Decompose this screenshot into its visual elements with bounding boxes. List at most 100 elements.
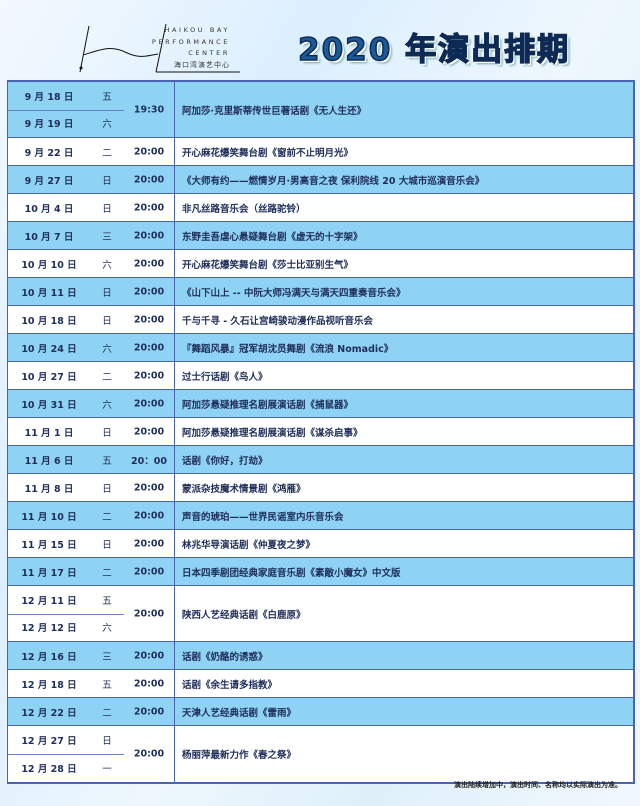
show-name: 话剧《余生请多指教》 — [182, 679, 278, 691]
date: 12 月 18 日 — [21, 679, 77, 691]
time: 20:00 — [133, 398, 165, 409]
date: 11 月 10 日 — [21, 511, 77, 523]
date: 10 月 27 日 — [21, 371, 77, 383]
show-name: 话剧《奶酪的诱惑》 — [182, 651, 268, 663]
show-name: 话剧《你好，打劫》 — [182, 455, 268, 467]
weekday: 日 — [102, 427, 112, 439]
table-row: 10 月 31 日 六 20:00 阿加莎悬疑推理名剧展演话剧《捕鼠器》 — [8, 390, 633, 418]
column-divider — [174, 250, 175, 277]
logo-cn: 海口湾演艺中心 — [174, 60, 230, 69]
show-name: 东野圭吾虐心悬疑舞台剧《虚无的十字架》 — [182, 231, 363, 243]
show-name: 阿加莎·克里斯蒂传世巨著话剧《无人生还》 — [182, 105, 367, 117]
table-row: 11 月 10 日 二 20:00 声音的琥珀——世界民谣室内乐音乐会 — [8, 502, 633, 530]
table-row: 12 月 27 日 日 12 月 28 日 一 20:00 杨丽萍最新力作《春之祭》 — [8, 726, 633, 782]
column-divider — [174, 698, 175, 725]
table-row: 10 月 24 日 六 20:00 『舞蹈风暴』冠军胡沈员舞剧《流浪 Nomadic》 — [8, 334, 633, 362]
date: 10 月 4 日 — [24, 203, 74, 215]
time: 20:00 — [133, 650, 165, 661]
table-row: 10 月 4 日 日 20:00 非凡丝路音乐会（丝路驼铃） — [8, 194, 633, 222]
time: 20:00 — [133, 258, 165, 269]
weekday: 二 — [102, 707, 112, 719]
table-row: 11 月 15 日 日 20:00 林兆华导演话剧《仲夏夜之梦》 — [8, 530, 633, 558]
weekday: 日 — [102, 539, 112, 551]
table-row: 10 月 10 日 六 20:00 开心麻花爆笑舞台剧《莎士比亚别生气》 — [8, 250, 633, 278]
logo-line: CENTER — [188, 49, 230, 57]
column-divider — [174, 530, 175, 557]
time: 20:00 — [133, 174, 165, 185]
date: 12 月 16 日 — [21, 651, 77, 663]
column-divider — [174, 670, 175, 697]
date: 11 月 15 日 — [21, 539, 77, 551]
show-name: 千与千寻 - 久石让宫崎骏动漫作品视听音乐会 — [182, 315, 374, 327]
date: 11 月 6 日 — [24, 455, 74, 467]
column-divider — [174, 138, 175, 165]
date: 12 月 11 日 — [21, 595, 77, 607]
column-divider — [174, 222, 175, 249]
table-row: 12 月 11 日 五 12 月 12 日 六 20:00 陕西人艺经典话剧《白鹿原》 — [8, 586, 633, 642]
table-row: 10 月 27 日 二 20:00 过士行话剧《鸟人》 — [8, 362, 633, 390]
show-name: 天津人艺经典话剧《雷雨》 — [182, 707, 297, 719]
table-row: 11 月 1 日 日 20:00 阿加莎悬疑推理名剧展演话剧《谋杀启事》 — [8, 418, 633, 446]
column-divider — [174, 558, 175, 585]
time: 20:00 — [133, 678, 165, 689]
table-row: 12 月 18 日 五 20:00 话剧《余生请多指教》 — [8, 670, 633, 698]
date: 9 月 27 日 — [24, 175, 74, 187]
table-row: 11 月 6 日 五 20：00 话剧《你好，打劫》 — [8, 446, 633, 474]
time: 20：00 — [131, 455, 167, 467]
weekday: 二 — [102, 371, 112, 383]
weekday: 六 — [102, 623, 112, 635]
column-divider — [174, 474, 175, 501]
time: 20:00 — [133, 426, 165, 437]
column-divider — [174, 502, 175, 529]
date: 10 月 24 日 — [21, 343, 77, 355]
weekday: 六 — [102, 119, 112, 131]
sub-row-divider — [8, 613, 124, 615]
column-divider — [174, 586, 175, 641]
date: 12 月 12 日 — [21, 623, 77, 635]
date: 11 月 17 日 — [21, 567, 77, 579]
table-row: 11 月 8 日 日 20:00 蒙派杂技魔术情景剧《鸿雁》 — [8, 474, 633, 502]
show-name: 阿加莎悬疑推理名剧展演话剧《谋杀启事》 — [182, 427, 363, 439]
date: 10 月 10 日 — [21, 259, 77, 271]
weekday: 三 — [102, 231, 112, 243]
weekday: 三 — [102, 651, 112, 663]
column-divider — [174, 278, 175, 305]
show-name: 林兆华导演话剧《仲夏夜之梦》 — [182, 539, 316, 551]
weekday: 日 — [102, 175, 112, 187]
table-row: 10 月 7 日 三 20:00 东野圭吾虐心悬疑舞台剧《虚无的十字架》 — [8, 222, 633, 250]
date: 12 月 22 日 — [21, 707, 77, 719]
logo-line: PERFORMANCE — [151, 37, 230, 46]
show-name: 『舞蹈风暴』冠军胡沈员舞剧《流浪 Nomadic》 — [182, 343, 394, 355]
column-divider — [174, 166, 175, 193]
date: 9 月 22 日 — [24, 147, 74, 159]
date: 12 月 28 日 — [21, 764, 77, 775]
column-divider — [174, 642, 175, 669]
table-row: 9 月 18 日 五 9 月 19 日 六 19:30 阿加莎·克里斯蒂传世巨著话剧《无人… — [8, 82, 633, 138]
weekday: 五 — [102, 455, 112, 467]
time: 20:00 — [133, 608, 165, 619]
table-row: 9 月 22 日 二 20:00 开心麻花爆笑舞台剧《窗前不止明月光》 — [8, 138, 633, 166]
date: 10 月 18 日 — [21, 315, 77, 327]
weekday: 六 — [102, 399, 112, 411]
column-divider — [174, 194, 175, 221]
logo-text: HAIKOU BAY PERFORMANCE CENTER 海口湾演艺中心 — [152, 25, 230, 71]
table-row: 9 月 27 日 日 20:00 《大师有约——燃情岁月·男高音之夜 保利院线 20 … — [8, 166, 633, 194]
footnote: 演出陆续增加中，演出时间、名称均以实际演出为准。 — [454, 781, 622, 789]
time: 20:00 — [133, 706, 165, 717]
weekday: 日 — [102, 736, 112, 747]
date: 9 月 18 日 — [24, 91, 74, 103]
weekday: 五 — [102, 91, 112, 103]
time: 20:00 — [133, 342, 165, 353]
time: 20:00 — [133, 202, 165, 213]
date: 11 月 8 日 — [24, 483, 74, 495]
time: 20:00 — [133, 482, 165, 493]
column-divider — [174, 726, 175, 782]
show-name: 过士行话剧《鸟人》 — [182, 371, 268, 383]
time: 20:00 — [133, 748, 165, 760]
column-divider — [174, 306, 175, 333]
show-name: 《山下山上 -- 中阮大师冯满天与满天四重奏音乐会》 — [182, 287, 406, 299]
show-name: 非凡丝路音乐会（丝路驼铃） — [182, 203, 306, 215]
column-divider — [174, 390, 175, 417]
weekday: 五 — [102, 679, 112, 691]
time: 20:00 — [133, 286, 165, 297]
